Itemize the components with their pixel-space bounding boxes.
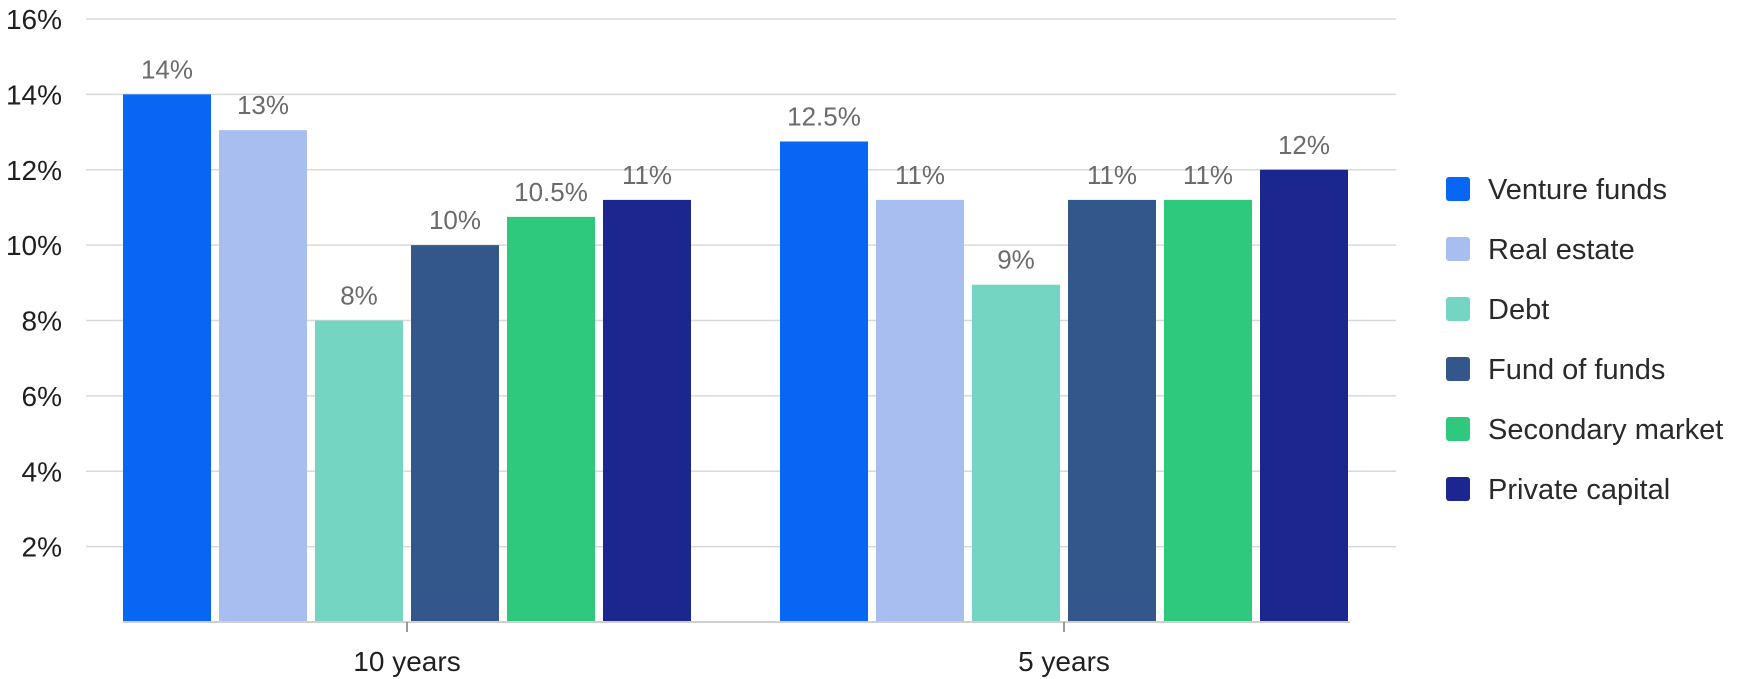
legend-item: Secondary market [1446, 414, 1723, 446]
data-label: 13% [237, 90, 289, 120]
legend-label: Debt [1488, 294, 1549, 326]
legend-swatch [1446, 357, 1470, 381]
legend-swatch [1446, 237, 1470, 261]
y-tick-label: 16% [6, 4, 62, 35]
data-label: 14% [141, 54, 193, 84]
y-tick-label: 2% [22, 532, 62, 563]
y-tick-label: 6% [22, 381, 62, 412]
bar [123, 94, 211, 622]
axes: 2% 4% 6% 8% 10% 12% 14% 16% 10 years 5 years [6, 4, 1350, 677]
legend-item: Private capital [1446, 474, 1670, 506]
bar [603, 199, 691, 622]
x-category-label: 5 years [1018, 646, 1110, 677]
y-tick-label: 14% [6, 79, 62, 110]
data-label: 11% [622, 160, 672, 190]
bar [972, 284, 1060, 622]
data-label: 12.5% [787, 101, 861, 131]
legend-label: Secondary market [1488, 414, 1723, 446]
data-label: 12% [1278, 130, 1330, 160]
y-tick-label: 10% [6, 230, 62, 261]
y-tick-label: 8% [22, 306, 62, 337]
legend-swatch [1446, 177, 1470, 201]
bar [1260, 169, 1348, 622]
legend-item: Venture funds [1446, 174, 1667, 206]
data-label: 11% [1183, 160, 1233, 190]
y-tick-label: 12% [6, 155, 62, 186]
bar [780, 141, 868, 622]
data-label: 10% [429, 205, 481, 235]
legend-label: Real estate [1488, 234, 1635, 266]
legend-swatch [1446, 417, 1470, 441]
legend-swatch [1446, 477, 1470, 501]
legend-label: Venture funds [1488, 174, 1667, 206]
bar [876, 199, 964, 622]
data-label: 11% [895, 160, 945, 190]
legend-item: Fund of funds [1446, 354, 1665, 386]
y-tick-label: 4% [22, 456, 62, 487]
legend-swatch [1446, 297, 1470, 321]
data-label: 9% [997, 245, 1035, 275]
data-label: 11% [1087, 160, 1137, 190]
x-category-label: 10 years [353, 646, 460, 677]
legend-item: Debt [1446, 294, 1549, 326]
bar [507, 216, 595, 622]
legend-label: Fund of funds [1488, 354, 1665, 386]
legend: Venture funds Real estate Debt Fund of fund… [1446, 174, 1723, 506]
data-labels: 14% 12.5% 13% 11% 8% 9% 10% 11% 10.5% 11% 11% 12% [141, 54, 1330, 310]
legend-label: Private capital [1488, 474, 1670, 506]
data-label: 8% [340, 281, 378, 311]
data-label: 10.5% [514, 177, 588, 207]
bars [123, 94, 1348, 622]
bar [219, 130, 307, 622]
bar [315, 320, 403, 622]
legend-item: Real estate [1446, 234, 1635, 266]
bar [1068, 199, 1156, 622]
bar [411, 245, 499, 622]
bar [1164, 199, 1252, 622]
